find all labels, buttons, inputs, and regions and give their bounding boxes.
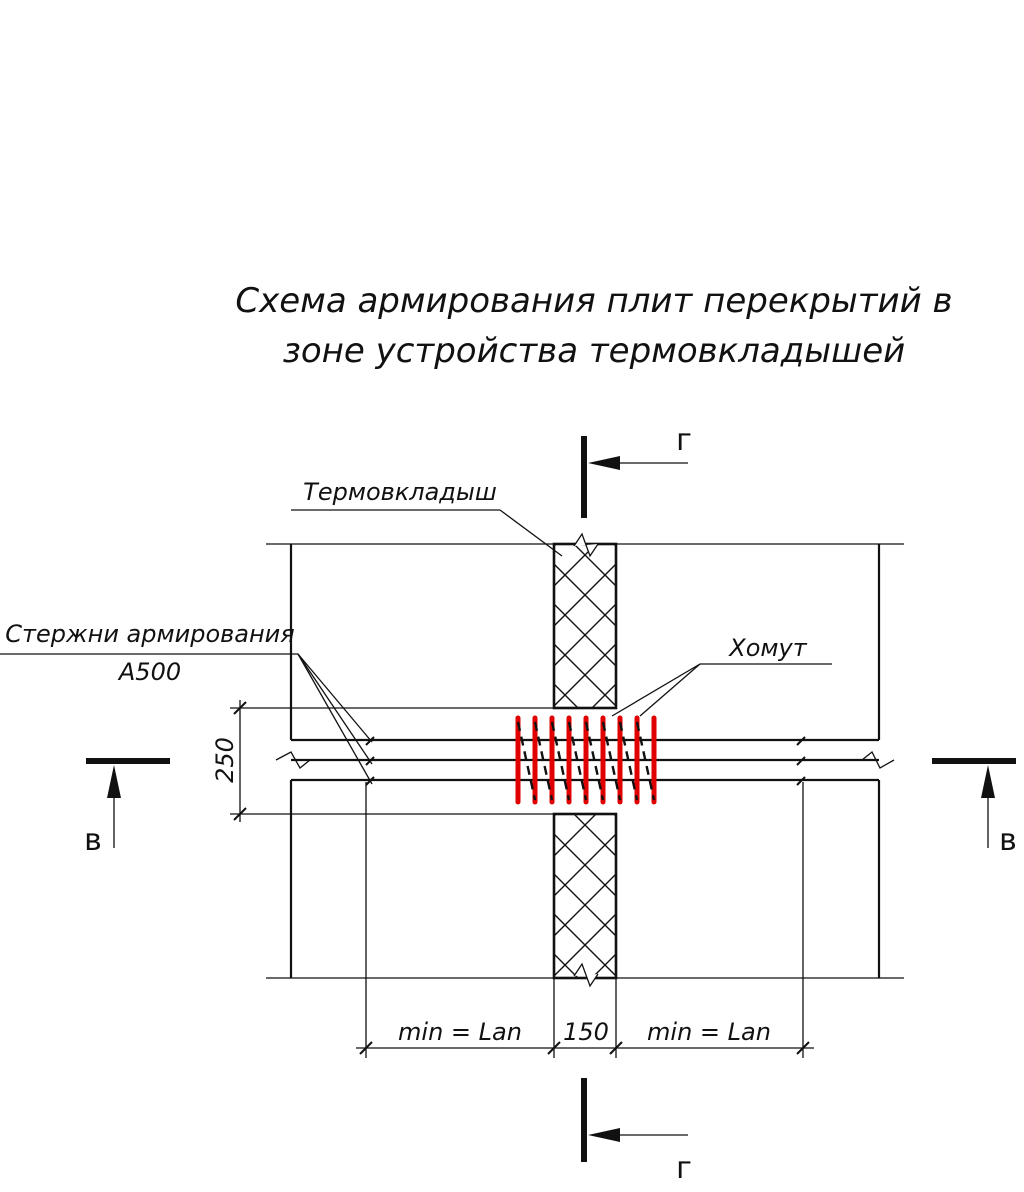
section-mark-bottom: [581, 1078, 688, 1162]
label-stirrup: Хомут: [727, 634, 807, 662]
dimension-gap-label: 150: [563, 1018, 609, 1046]
thermo-insert-bottom: [552, 812, 618, 988]
drawing-title-line2: зоне устройства термовкладышей: [283, 331, 906, 371]
dimension-chain: [356, 782, 814, 1058]
drawing-title-line1: Схема армирования плит перекрытий в: [235, 281, 952, 321]
section-mark-right-label: в: [999, 823, 1017, 858]
section-mark-top-label: г: [676, 423, 692, 458]
label-rods-line1: Стержни армирования: [5, 620, 294, 648]
dimension-left-label: min = Lan: [398, 1018, 522, 1046]
leader-stirrup: [611, 663, 832, 717]
label-rods-line2: А500: [117, 658, 181, 686]
dimension-height-label: 250: [211, 737, 239, 783]
section-mark-left-label: в: [84, 823, 102, 858]
section-mark-bottom-label: г: [676, 1151, 692, 1186]
dimension-height: [230, 700, 554, 822]
thermo-insert-top: [552, 532, 618, 710]
label-thermo-insert: Термовкладыш: [303, 478, 497, 506]
stirrups: [515, 715, 657, 805]
section-mark-left: [86, 758, 170, 848]
dimension-right-label: min = Lan: [647, 1018, 771, 1046]
section-mark-right: [932, 758, 1016, 848]
leader-thermo-insert: [291, 509, 563, 557]
section-mark-top: [581, 436, 688, 518]
leader-rods: [0, 653, 373, 785]
